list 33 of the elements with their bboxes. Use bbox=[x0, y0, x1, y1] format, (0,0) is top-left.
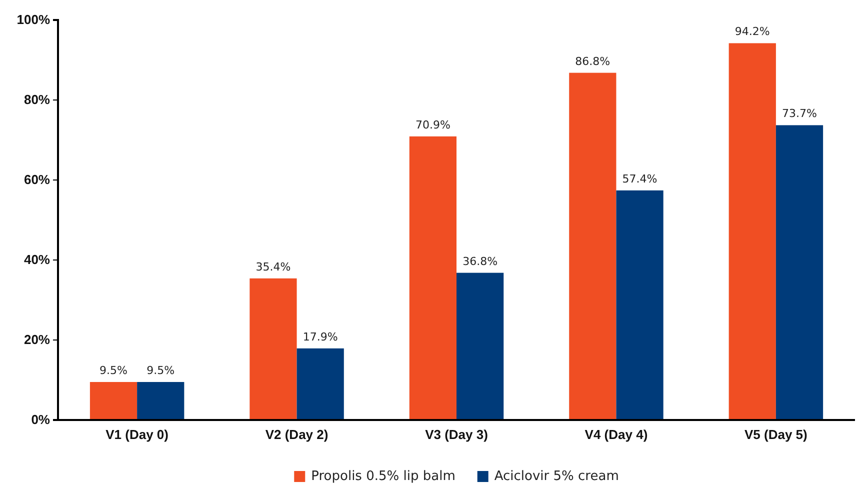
x-tick-label: V4 (Day 4) bbox=[584, 427, 648, 442]
x-tick-label: V2 (Day 2) bbox=[265, 427, 328, 442]
y-tick-label: 0% bbox=[31, 412, 50, 428]
data-label: 35.4% bbox=[256, 260, 291, 274]
bar bbox=[776, 125, 824, 420]
x-tick-label: V1 (Day 0) bbox=[106, 427, 168, 442]
bar bbox=[250, 278, 297, 420]
x-tick-label: V5 (Day 5) bbox=[744, 427, 808, 442]
y-tick-label: 100% bbox=[16, 12, 50, 28]
data-label: 86.8% bbox=[575, 54, 610, 68]
data-label: 9.5% bbox=[100, 364, 128, 377]
bar bbox=[409, 136, 456, 420]
bar bbox=[728, 43, 776, 420]
y-tick-label: 80% bbox=[24, 92, 50, 108]
bar bbox=[616, 190, 664, 420]
data-label: 57.4% bbox=[622, 172, 658, 186]
y-tick-label: 60% bbox=[24, 172, 50, 188]
y-tick-label: 20% bbox=[24, 332, 50, 348]
data-label: 36.8% bbox=[462, 254, 498, 268]
bar bbox=[569, 72, 616, 420]
data-label: 73.7% bbox=[782, 107, 817, 120]
data-label: 17.9% bbox=[302, 330, 338, 344]
legend-label: Propolis 0.5% lip balm bbox=[311, 469, 456, 484]
bar bbox=[456, 272, 504, 420]
bar bbox=[90, 382, 138, 420]
data-label: 9.5% bbox=[146, 364, 175, 377]
bar bbox=[137, 382, 184, 420]
x-tick-label: V3 (Day 3) bbox=[425, 427, 488, 442]
legend-label: Aciclovir 5% cream bbox=[494, 469, 619, 484]
data-label: 70.9% bbox=[415, 118, 450, 132]
y-tick-label: 40% bbox=[24, 252, 50, 268]
bar bbox=[296, 348, 344, 420]
data-label: 94.2% bbox=[734, 25, 770, 38]
